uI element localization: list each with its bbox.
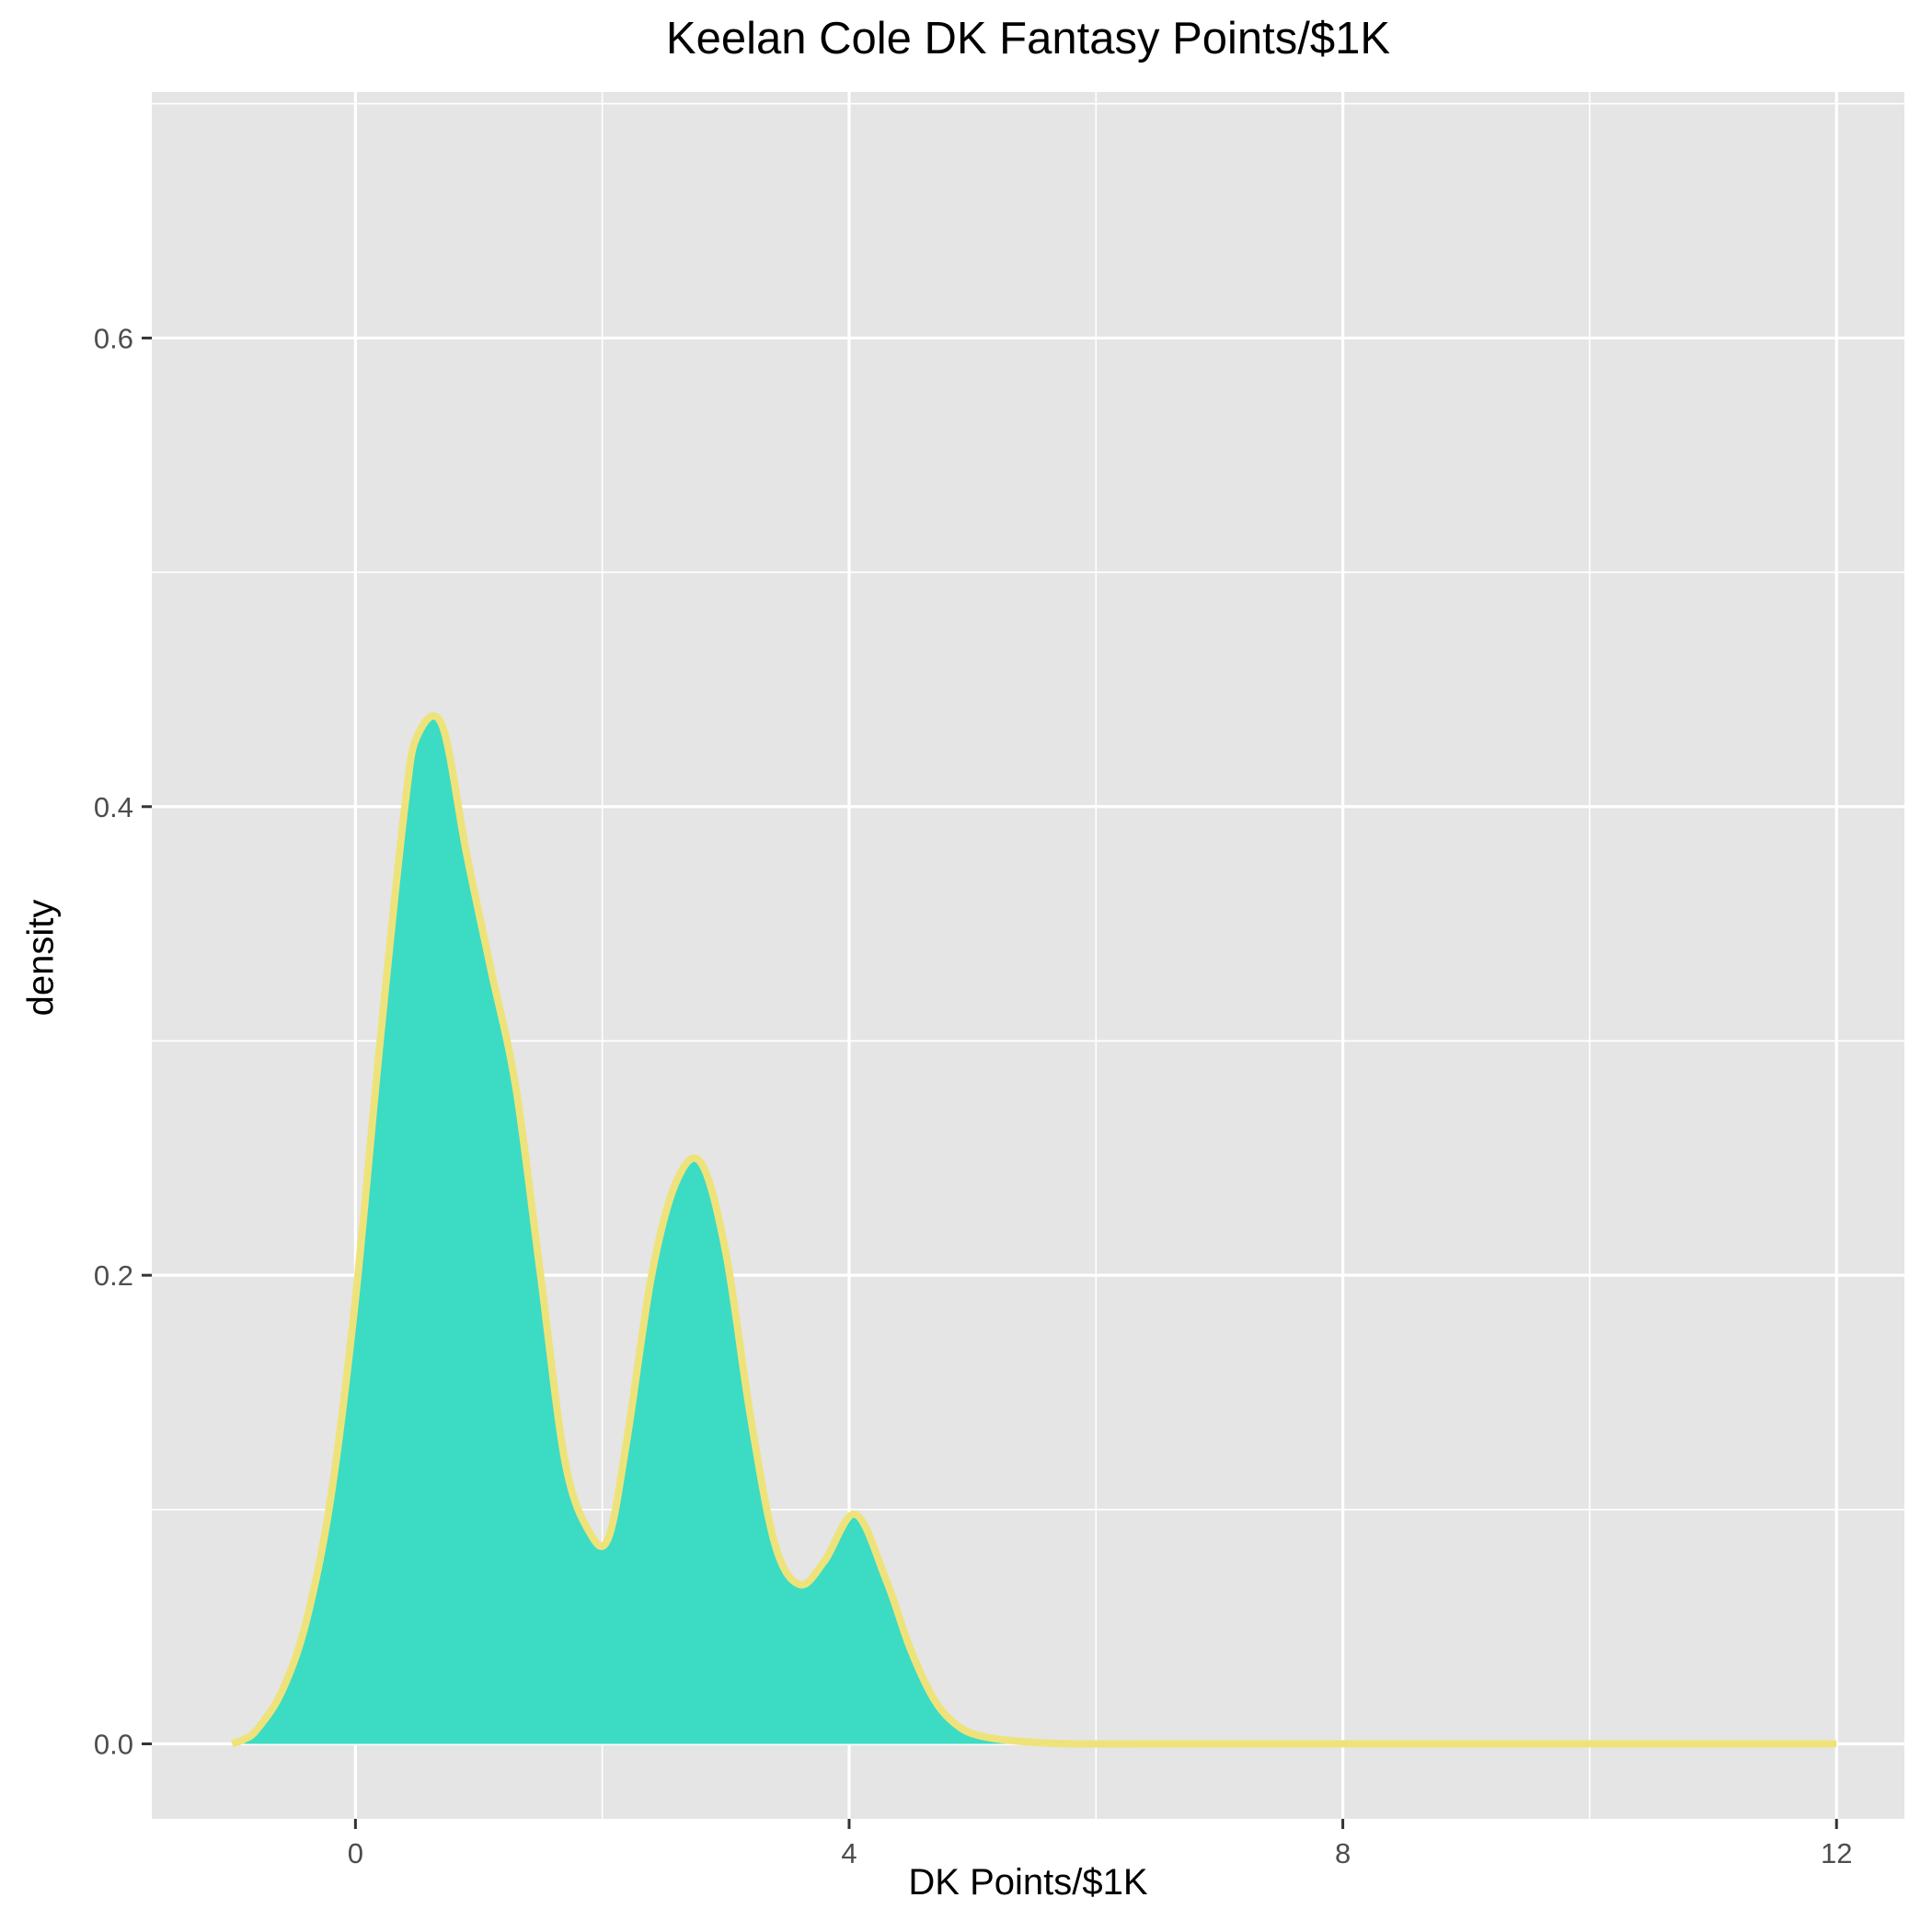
y-tick-label: 0.6 xyxy=(94,322,133,354)
y-tick-label: 0.4 xyxy=(94,791,133,823)
x-axis-label: DK Points/$1K xyxy=(908,1862,1148,1903)
chart-title: Keelan Cole DK Fantasy Points/$1K xyxy=(665,14,1391,63)
x-tick-label: 0 xyxy=(348,1837,363,1869)
x-tick-label: 12 xyxy=(1821,1837,1852,1869)
y-tick-label: 0.0 xyxy=(94,1729,133,1761)
density-line xyxy=(230,712,1837,1748)
x-tick-label: 8 xyxy=(1335,1837,1351,1869)
density-area xyxy=(232,716,1837,1744)
x-tick-label: 4 xyxy=(841,1837,857,1869)
y-axis-label: density xyxy=(20,899,62,1017)
y-axis: 0.0 0.2 0.4 0.6 xyxy=(94,322,152,1761)
x-axis: 0 4 8 12 xyxy=(348,1819,1852,1869)
y-tick-label: 0.2 xyxy=(94,1259,133,1292)
